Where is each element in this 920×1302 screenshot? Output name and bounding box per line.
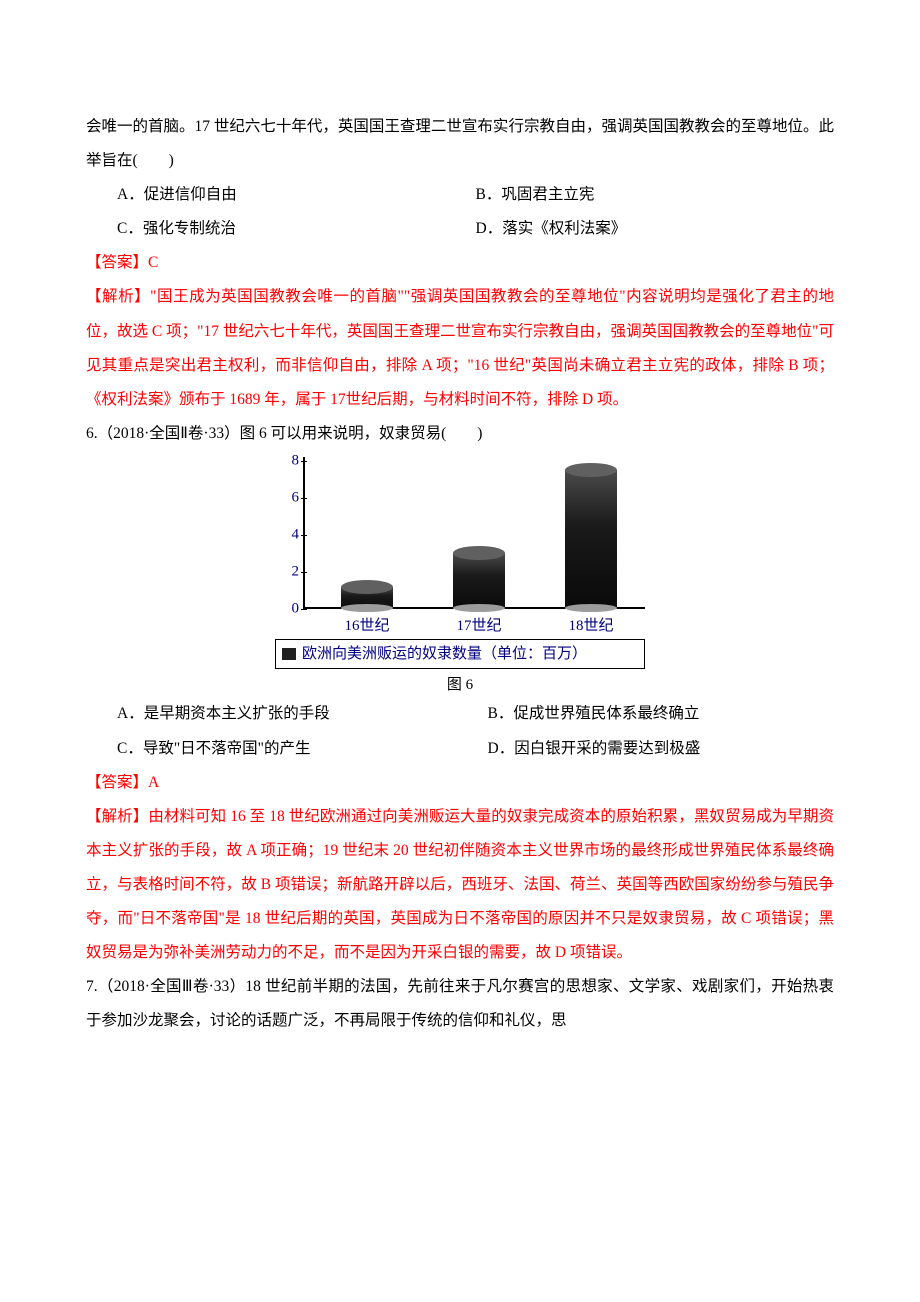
chart-legend: 欧洲向美洲贩运的奴隶数量（单位：百万） bbox=[275, 639, 645, 670]
legend-swatch-icon bbox=[282, 648, 296, 660]
chart-caption: 图 6 bbox=[275, 673, 645, 697]
chart-ytick-label: 4 bbox=[275, 527, 299, 542]
chart-ytick-label: 8 bbox=[275, 453, 299, 468]
q6-option-a: A．是早期资本主义扩张的手段 bbox=[117, 697, 464, 731]
q6-option-b: B．促成世界殖民体系最终确立 bbox=[488, 697, 835, 731]
chart-ytick-label: 6 bbox=[275, 490, 299, 505]
q6-option-d: D．因白银开采的需要达到极盛 bbox=[488, 732, 835, 766]
chart-xcategory: 18世纪 bbox=[555, 617, 627, 635]
q6-options: A．是早期资本主义扩张的手段 B．促成世界殖民体系最终确立 C．导致"日不落帝国… bbox=[86, 697, 834, 765]
q5-option-c: C．强化专制统治 bbox=[117, 212, 476, 246]
chart-bar bbox=[453, 553, 505, 609]
q5-option-d: D．落实《权利法案》 bbox=[476, 212, 835, 246]
q5-explanation: 【解析】"国王成为英国国教教会唯一的首脑""强调英国国教教会的至尊地位"内容说明… bbox=[86, 280, 834, 416]
q5-options-row2: C．强化专制统治 D．落实《权利法案》 bbox=[86, 212, 834, 246]
chart-bar bbox=[341, 587, 393, 609]
chart-ytick-label: 0 bbox=[275, 601, 299, 616]
q5-answer: 【答案】C bbox=[86, 246, 834, 280]
q5-options-row1: A．促进信仰自由 B．巩固君主立宪 bbox=[86, 178, 834, 212]
q6-option-c: C．导致"日不落帝国"的产生 bbox=[117, 732, 464, 766]
q6-stem: 6.（2018·全国Ⅱ卷·33）图 6 可以用来说明，奴隶贸易( ) bbox=[86, 417, 834, 451]
chart-xcategory: 16世纪 bbox=[331, 617, 403, 635]
q6-answer: 【答案】A bbox=[86, 766, 834, 800]
q6-explanation: 【解析】由材料可知 16 至 18 世纪欧洲通过向美洲贩运大量的奴隶完成资本的原… bbox=[86, 800, 834, 970]
q7-stem-fragment: 7.（2018·全国Ⅲ卷·33）18 世纪前半期的法国，先前往来于凡尔赛宫的思想… bbox=[86, 970, 834, 1038]
chart-xcategory: 17世纪 bbox=[443, 617, 515, 635]
chart-bar bbox=[565, 470, 617, 609]
q5-stem-fragment: 会唯一的首脑。17 世纪六七十年代，英国国王查理二世宣布实行宗教自由，强调英国国… bbox=[86, 110, 834, 178]
q5-option-a: A．促进信仰自由 bbox=[117, 178, 476, 212]
chart-legend-text: 欧洲向美洲贩运的奴隶数量（单位：百万） bbox=[302, 643, 587, 666]
q6-chart: 0246816世纪17世纪18世纪 欧洲向美洲贩运的奴隶数量（单位：百万） 图 … bbox=[275, 457, 645, 698]
chart-ytick-label: 2 bbox=[275, 564, 299, 579]
q5-option-b: B．巩固君主立宪 bbox=[476, 178, 835, 212]
